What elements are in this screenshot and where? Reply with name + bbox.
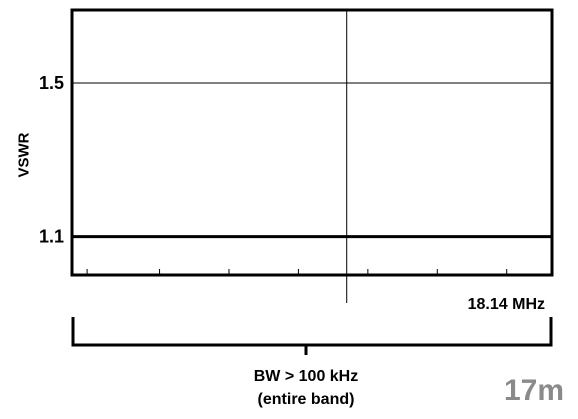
y-axis-label: VSWR — [16, 132, 33, 177]
y-tick-label-1-1: 1.1 — [39, 227, 64, 247]
bandwidth-label-line2: (entire band) — [258, 391, 355, 408]
bandwidth-label-line1: BW > 100 kHz — [254, 368, 358, 385]
minor-x-ticks — [86, 269, 508, 275]
y-tick-label-1-5: 1.5 — [39, 73, 64, 93]
plot-frame — [70, 8, 554, 277]
band-label: 17m — [504, 374, 564, 407]
bandwidth-bracket — [71, 317, 553, 347]
marker-label: 18.14 MHz — [468, 296, 545, 313]
